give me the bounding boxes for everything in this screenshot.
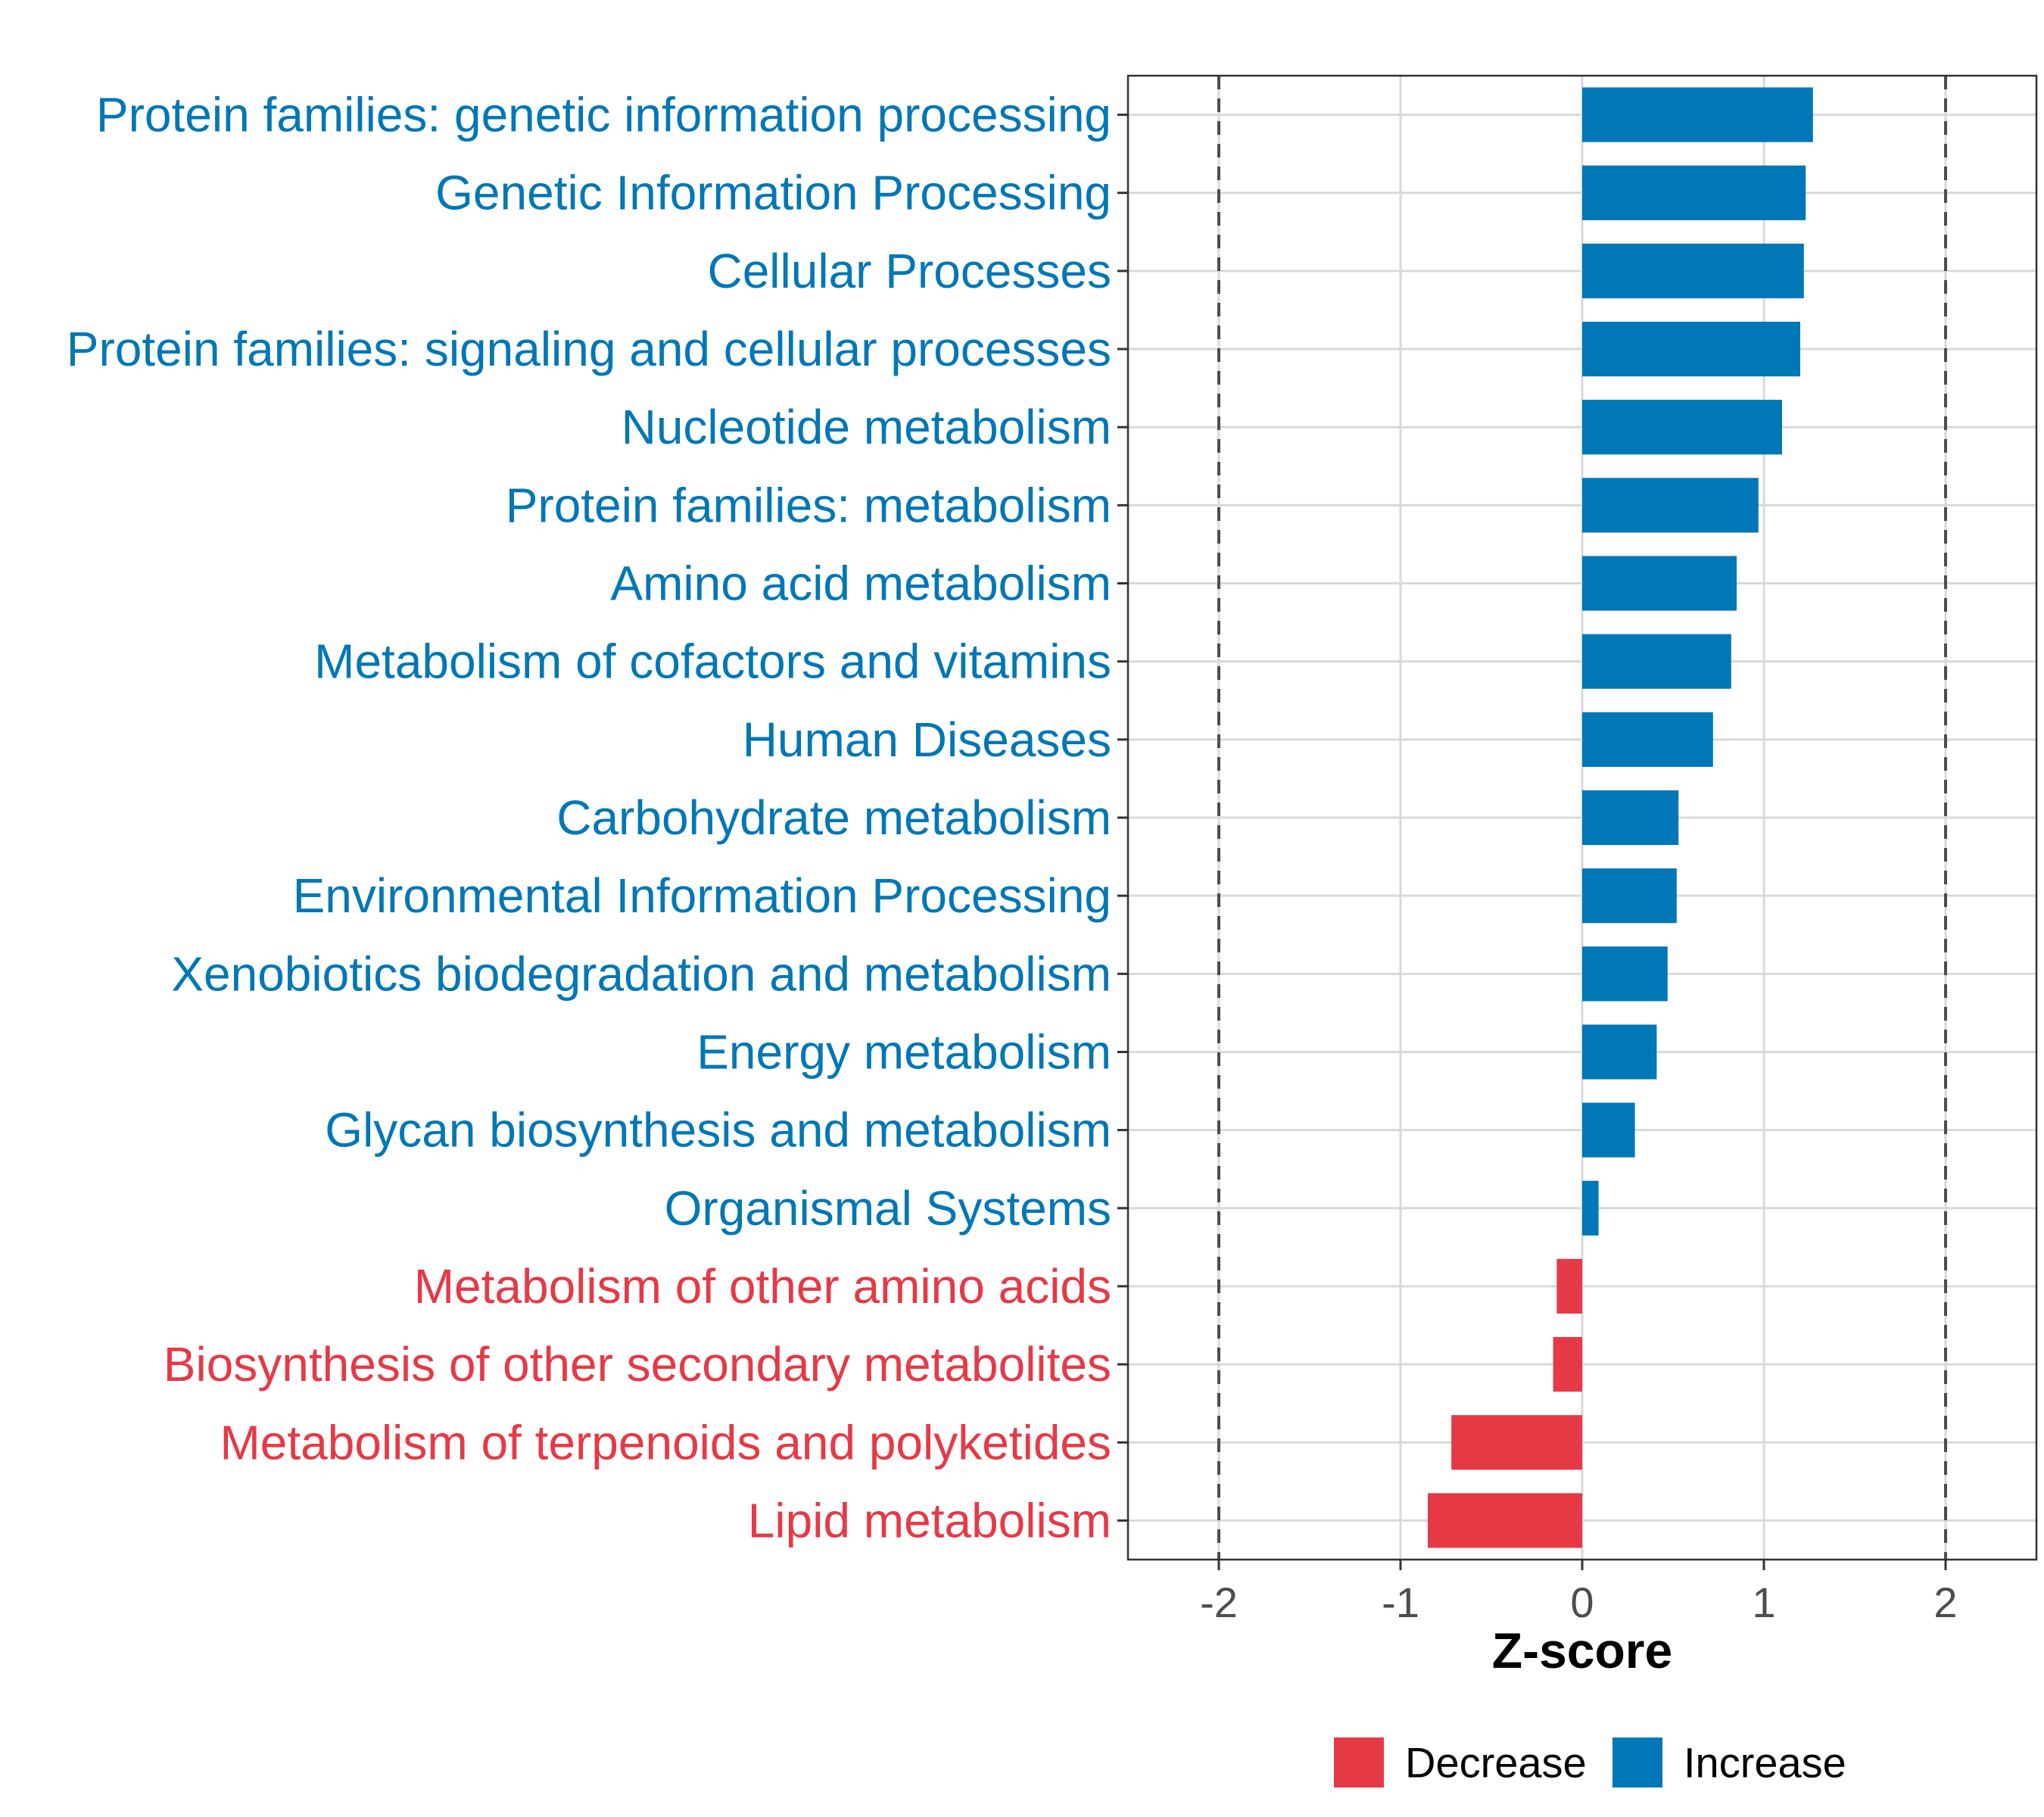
bars — [1428, 87, 1813, 1548]
bar — [1582, 790, 1679, 846]
category-label: Nucleotide metabolism — [622, 400, 1111, 454]
bar — [1582, 868, 1677, 924]
bar — [1582, 634, 1731, 689]
category-label: Protein families: signaling and cellular… — [67, 322, 1111, 376]
y-axis-ticks — [1117, 114, 1128, 1522]
category-label: Metabolism of other amino acids — [414, 1259, 1111, 1314]
bar — [1582, 321, 1800, 377]
bar — [1582, 87, 1813, 142]
bar — [1582, 165, 1806, 220]
x-axis-title: Z-score — [1492, 1622, 1672, 1678]
category-label: Carbohydrate metabolism — [556, 790, 1111, 845]
x-tick-label: -1 — [1382, 1579, 1419, 1626]
x-tick-label: 1 — [1752, 1579, 1775, 1626]
bar — [1582, 1180, 1599, 1236]
bar — [1582, 243, 1804, 298]
category-label: Organismal Systems — [665, 1181, 1111, 1236]
category-label: Metabolism of terpenoids and polyketides — [220, 1415, 1111, 1469]
category-label: Protein families: genetic information pr… — [96, 88, 1111, 142]
bar — [1582, 478, 1759, 533]
bar — [1582, 712, 1713, 767]
reference-lines — [1217, 76, 1947, 1560]
category-label: Lipid metabolism — [748, 1493, 1111, 1547]
bar — [1582, 1024, 1657, 1080]
legend-swatch-increase — [1612, 1738, 1662, 1787]
category-label: Metabolism of cofactors and vitamins — [314, 634, 1111, 689]
x-tick-label: 2 — [1933, 1579, 1957, 1626]
bar — [1582, 1102, 1635, 1158]
category-label: Human Diseases — [743, 712, 1111, 767]
legend-swatch-decrease — [1334, 1738, 1384, 1787]
x-tick-label: 0 — [1570, 1579, 1594, 1626]
legend: Decrease Increase — [1334, 1738, 1846, 1787]
category-labels: Protein families: genetic information pr… — [67, 88, 1111, 1548]
category-label: Cellular Processes — [707, 244, 1111, 298]
x-tick-label: -2 — [1200, 1579, 1238, 1626]
category-label: Amino acid metabolism — [610, 556, 1111, 611]
category-label: Glycan biosynthesis and metabolism — [325, 1103, 1111, 1158]
bar — [1553, 1337, 1582, 1392]
category-label: Protein families: metabolism — [506, 478, 1111, 532]
legend-label-increase: Increase — [1684, 1739, 1846, 1787]
category-label: Environmental Information Processing — [293, 868, 1111, 923]
x-axis-ticks: -2 -1 0 1 2 — [1200, 1560, 1958, 1626]
bar — [1428, 1493, 1582, 1548]
bar — [1556, 1258, 1582, 1314]
bar — [1582, 946, 1668, 1002]
category-label: Xenobiotics biodegradation and metabolis… — [171, 946, 1111, 1001]
bar — [1582, 556, 1737, 611]
legend-label-decrease: Decrease — [1405, 1739, 1587, 1787]
bar — [1582, 400, 1782, 455]
category-label: Biosynthesis of other secondary metaboli… — [164, 1337, 1111, 1392]
bar — [1451, 1415, 1582, 1470]
category-label: Genetic Information Processing — [435, 166, 1111, 220]
category-label: Energy metabolism — [696, 1024, 1111, 1079]
